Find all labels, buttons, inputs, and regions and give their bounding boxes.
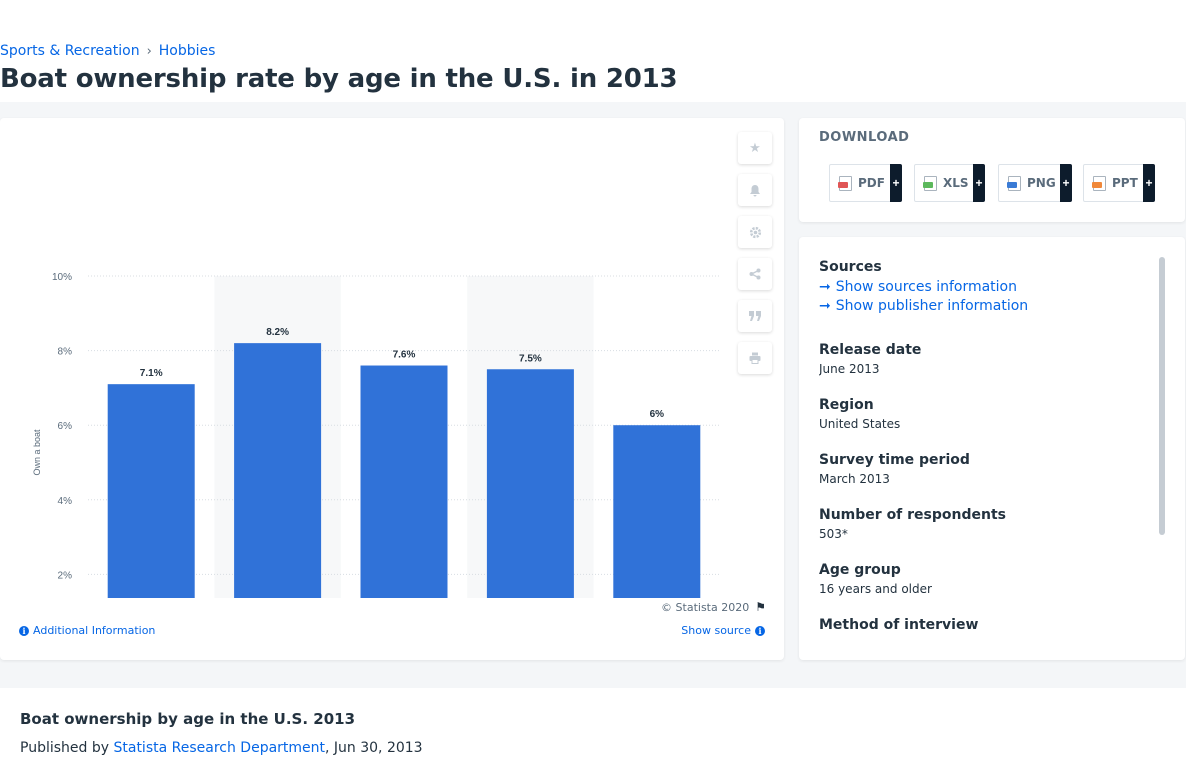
scrollbar[interactable] xyxy=(1159,257,1165,535)
quote-icon[interactable] xyxy=(738,300,772,332)
breadcrumb-sports-recreation[interactable]: Sports & Recreation xyxy=(0,43,140,59)
age-group-field: Age group 16 years and older xyxy=(819,562,1159,596)
y-tick-label: 4% xyxy=(58,496,73,507)
respondents-field: Number of respondents 503* xyxy=(819,507,1159,541)
respondents-label: Number of respondents xyxy=(819,507,1006,523)
plus-icon: + xyxy=(973,164,985,202)
xls-file-icon xyxy=(923,175,937,191)
download-png-label: PNG xyxy=(1027,176,1056,190)
age-group-label: Age group xyxy=(819,562,901,578)
sources-section: Sources ➞ Show sources information ➞ Sho… xyxy=(819,259,1159,314)
additional-information-label: Additional Information xyxy=(33,624,156,637)
bar xyxy=(613,425,701,598)
bar xyxy=(486,369,574,598)
age-group-value: 16 years and older xyxy=(819,582,932,596)
data-label: 8.2% xyxy=(266,327,289,338)
download-ppt-button[interactable]: PPT + xyxy=(1083,164,1155,202)
flag-icon[interactable]: ⚑ xyxy=(755,600,766,614)
page-title: Boat ownership rate by age in the U.S. i… xyxy=(0,64,678,94)
region-value: United States xyxy=(819,417,901,431)
bar xyxy=(234,343,322,598)
download-pdf-button[interactable]: PDF + xyxy=(829,164,902,202)
chart-toolbar: ★ xyxy=(738,132,772,384)
published-by-prefix: Published by xyxy=(20,740,114,756)
publisher-link[interactable]: Statista Research Department xyxy=(113,740,326,756)
data-label: 7.5% xyxy=(519,353,542,364)
download-xls-button[interactable]: XLS + xyxy=(914,164,985,202)
bar xyxy=(107,384,195,598)
details-scroll-area[interactable]: Sources ➞ Show sources information ➞ Sho… xyxy=(819,259,1159,639)
ppt-file-icon xyxy=(1092,175,1106,191)
copyright-notice: © Statista 2020 ⚑ xyxy=(661,600,766,614)
star-icon[interactable]: ★ xyxy=(738,132,772,164)
download-ppt-label: PPT xyxy=(1112,176,1138,190)
show-publisher-link[interactable]: ➞ Show publisher information xyxy=(819,298,1159,314)
y-axis-title: Own a boat xyxy=(32,429,42,476)
survey-period-field: Survey time period March 2013 xyxy=(819,452,1159,486)
survey-period-value: March 2013 xyxy=(819,472,890,486)
region-field: Region United States xyxy=(819,397,1159,431)
copyright-text: © Statista 2020 xyxy=(661,600,750,614)
info-icon: i xyxy=(19,625,29,636)
arrow-right-icon: ➞ xyxy=(819,298,831,314)
survey-period-label: Survey time period xyxy=(819,452,970,468)
y-tick-label: 2% xyxy=(58,570,73,581)
breadcrumb-separator: › xyxy=(146,43,152,59)
download-pdf-label: PDF xyxy=(858,176,885,190)
show-sources-link[interactable]: ➞ Show sources information xyxy=(819,279,1159,295)
release-date-value: June 2013 xyxy=(819,362,880,376)
share-icon[interactable] xyxy=(738,258,772,290)
y-tick-label: 10% xyxy=(52,272,72,283)
download-title: DOWNLOAD xyxy=(819,130,910,145)
y-tick-label: 6% xyxy=(58,421,73,432)
breadcrumb-hobbies[interactable]: Hobbies xyxy=(158,43,216,59)
download-png-button[interactable]: PNG + xyxy=(998,164,1072,202)
interview-method-field: Method of interview xyxy=(819,617,1159,637)
respondents-value: 503* xyxy=(819,527,848,541)
release-date-field: Release date June 2013 xyxy=(819,342,1159,376)
arrow-right-icon: ➞ xyxy=(819,279,831,295)
download-panel: DOWNLOAD PDF + XLS + PNG + PPT + xyxy=(799,118,1185,222)
additional-information-link[interactable]: i Additional Information xyxy=(19,624,155,637)
sources-heading: Sources xyxy=(819,259,882,275)
show-sources-label: Show sources information xyxy=(835,279,1017,295)
data-label: 6% xyxy=(650,409,665,420)
print-icon[interactable] xyxy=(738,342,772,374)
statistic-details-panel: Sources ➞ Show sources information ➞ Sho… xyxy=(799,237,1185,660)
bar-chart: 0%2%4%6%8%10%7.1%Under 168.2%16 to 347.6… xyxy=(32,272,720,598)
pdf-file-icon xyxy=(838,175,852,191)
show-source-label: Show source xyxy=(681,624,751,637)
y-tick-label: 8% xyxy=(58,347,73,358)
publish-date: , Jun 30, 2013 xyxy=(325,740,423,756)
plus-icon: + xyxy=(890,164,902,202)
show-publisher-label: Show publisher information xyxy=(835,298,1029,314)
breadcrumb: Sports & Recreation › Hobbies xyxy=(0,43,215,59)
published-by: Published by Statista Research Departmen… xyxy=(20,740,423,756)
statistic-title: Boat ownership by age in the U.S. 2013 xyxy=(20,710,356,728)
data-label: 7.1% xyxy=(140,368,163,379)
show-source-link[interactable]: Show source i xyxy=(681,624,765,637)
chart-card: 0%2%4%6%8%10%7.1%Under 168.2%16 to 347.6… xyxy=(0,118,784,660)
region-label: Region xyxy=(819,397,874,413)
plus-icon: + xyxy=(1143,164,1155,202)
info-icon: i xyxy=(755,625,765,636)
data-label: 7.6% xyxy=(393,350,416,361)
png-file-icon xyxy=(1007,175,1021,191)
download-xls-label: XLS xyxy=(943,176,969,190)
gear-icon[interactable] xyxy=(738,216,772,248)
plus-icon: + xyxy=(1060,164,1072,202)
release-date-label: Release date xyxy=(819,342,922,358)
interview-method-label: Method of interview xyxy=(819,617,979,633)
bell-icon[interactable] xyxy=(738,174,772,206)
bar xyxy=(360,365,448,598)
